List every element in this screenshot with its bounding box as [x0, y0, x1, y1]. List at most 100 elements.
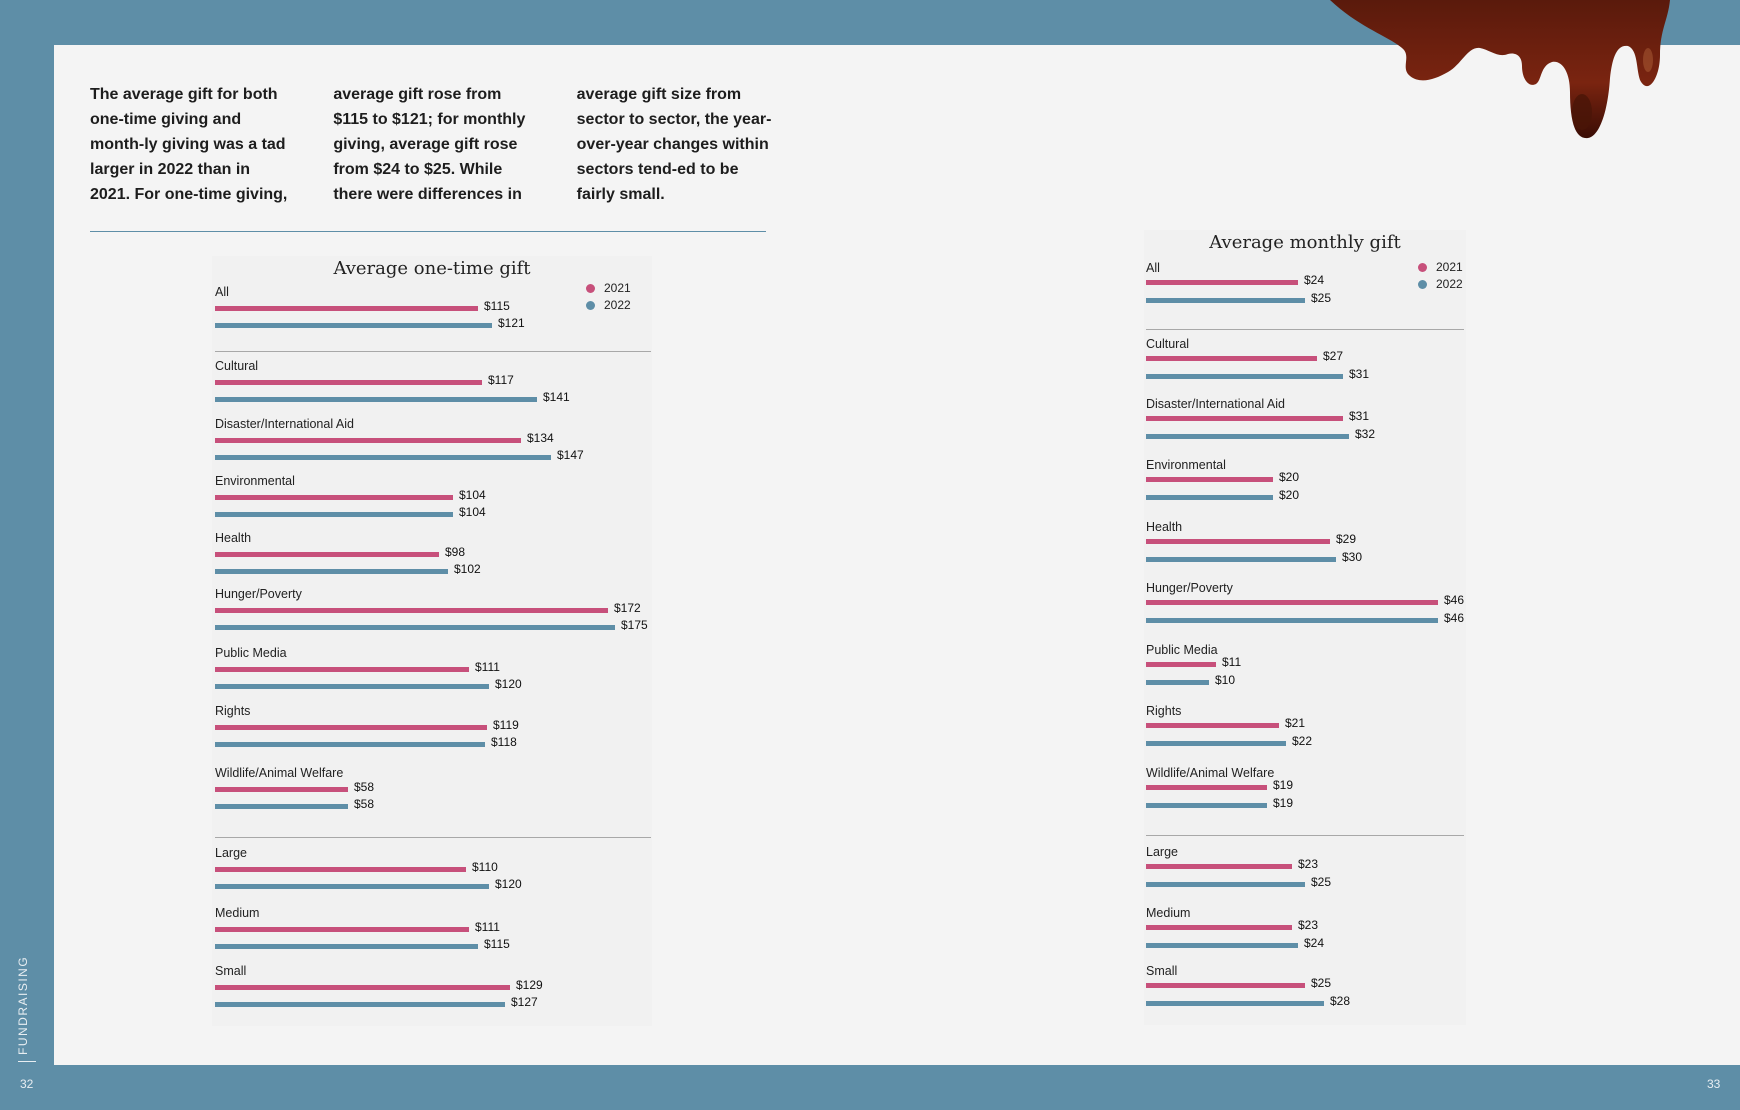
- bar-2021: [215, 927, 469, 932]
- bar-2022: [1146, 1001, 1324, 1006]
- bar-2022: [215, 455, 551, 460]
- bar-2021: [1146, 280, 1298, 285]
- category-label: Disaster/International Aid: [1146, 397, 1285, 411]
- value-label-2022: $31: [1349, 367, 1370, 381]
- page-number-left: 32: [20, 1077, 34, 1091]
- one-time-gift-chart: Average one-time gift 2021 2022 All $115 $121…: [212, 256, 652, 1026]
- value-label-2021: $46: [1444, 593, 1465, 607]
- category-label: Disaster/International Aid: [215, 417, 354, 431]
- value-label-2022: $22: [1292, 734, 1313, 748]
- bar-2021: [215, 985, 510, 990]
- bar-2022: [1146, 495, 1273, 500]
- bar-2022: [215, 625, 615, 630]
- category-label: Wildlife/Animal Welfare: [1146, 766, 1275, 780]
- bar-2022: [1146, 374, 1343, 379]
- bar-2021: [215, 552, 439, 557]
- bar-2022: [1146, 680, 1209, 685]
- bar-2021: [215, 438, 521, 443]
- bar-2022: [215, 569, 448, 574]
- value-label-2021: $19: [1273, 778, 1294, 792]
- value-label-2021: $21: [1285, 716, 1306, 730]
- category-label: Environmental: [1146, 458, 1226, 472]
- value-label-2022: $120: [495, 677, 522, 691]
- legend-swatch-2021: [1418, 263, 1427, 272]
- bar-2022: [215, 684, 489, 689]
- value-label-2021: $24: [1304, 273, 1325, 287]
- bar-2022: [1146, 803, 1267, 808]
- intro-divider: [90, 231, 766, 232]
- category-label: Small: [1146, 964, 1178, 978]
- category-label: Medium: [1146, 906, 1191, 920]
- bar-2022: [215, 1002, 505, 1007]
- bar-2022: [215, 804, 348, 809]
- value-label-2021: $119: [493, 718, 519, 732]
- bar-2022: [215, 397, 537, 402]
- group-divider: [1146, 329, 1464, 330]
- bar-2022: [215, 323, 492, 328]
- bar-2022: [1146, 741, 1286, 746]
- group-divider: [1146, 835, 1464, 836]
- category-label: Cultural: [215, 359, 259, 373]
- group-divider: [215, 837, 651, 838]
- value-label-2021: $134: [527, 431, 554, 445]
- value-label-2022: $32: [1355, 427, 1376, 441]
- value-label-2021: $129: [516, 978, 543, 992]
- bar-2022: [1146, 943, 1298, 948]
- category-label: Rights: [215, 704, 251, 718]
- value-label-2021: $31: [1349, 409, 1370, 423]
- intro-paragraph: The average gift for both one-time givin…: [90, 86, 772, 203]
- bar-2021: [215, 725, 487, 730]
- chart-title: Average one-time gift: [333, 258, 531, 279]
- bar-2021: [1146, 600, 1438, 605]
- legend-label: 2021: [1436, 260, 1463, 274]
- category-label: All: [1146, 261, 1160, 275]
- value-label-2022: $20: [1279, 488, 1300, 502]
- category-label: Medium: [215, 906, 260, 920]
- category-label: Hunger/Poverty: [215, 587, 302, 601]
- value-label-2021: $58: [354, 780, 375, 794]
- category-label: Hunger/Poverty: [1146, 581, 1233, 595]
- bar-2021: [215, 867, 466, 872]
- value-label-2021: $11: [1222, 655, 1242, 669]
- legend-label: 2021: [604, 281, 631, 295]
- bar-2021: [1146, 864, 1292, 869]
- category-label: Large: [1146, 845, 1178, 859]
- value-label-2022: $127: [511, 995, 538, 1009]
- bar-2021: [1146, 662, 1216, 667]
- category-label: Large: [215, 846, 247, 860]
- category-label: Environmental: [215, 474, 295, 488]
- category-label: All: [215, 285, 229, 299]
- group-divider: [215, 351, 651, 352]
- value-label-2022: $58: [354, 797, 375, 811]
- bar-2022: [215, 512, 453, 517]
- section-label: FUNDRAISING: [16, 955, 30, 1055]
- legend-swatch-2022: [1418, 280, 1427, 289]
- legend-swatch-2021: [586, 284, 595, 293]
- legend-label: 2022: [1436, 277, 1463, 291]
- value-label-2022: $25: [1311, 291, 1332, 305]
- value-label-2022: $30: [1342, 550, 1363, 564]
- legend-label: 2022: [604, 298, 631, 312]
- bar-2021: [1146, 539, 1330, 544]
- bar-2021: [215, 667, 469, 672]
- bar-2021: [1146, 477, 1273, 482]
- value-label-2022: $25: [1311, 875, 1332, 889]
- category-label: Small: [215, 964, 247, 978]
- value-label-2021: $23: [1298, 857, 1319, 871]
- bar-2021: [1146, 983, 1305, 988]
- bar-2022: [1146, 882, 1305, 887]
- value-label-2021: $23: [1298, 918, 1319, 932]
- bar-2022: [215, 944, 478, 949]
- bar-2021: [1146, 416, 1343, 421]
- value-label-2021: $29: [1336, 532, 1357, 546]
- value-label-2022: $147: [557, 448, 584, 462]
- bar-2022: [215, 742, 485, 747]
- value-label-2021: $117: [488, 373, 514, 387]
- bar-2021: [215, 608, 608, 613]
- bar-2022: [1146, 434, 1349, 439]
- value-label-2022: $24: [1304, 936, 1325, 950]
- chart-title: Average monthly gift: [1209, 232, 1401, 253]
- value-label-2022: $10: [1215, 673, 1236, 687]
- value-label-2022: $102: [454, 562, 481, 576]
- value-label-2021: $115: [484, 299, 510, 313]
